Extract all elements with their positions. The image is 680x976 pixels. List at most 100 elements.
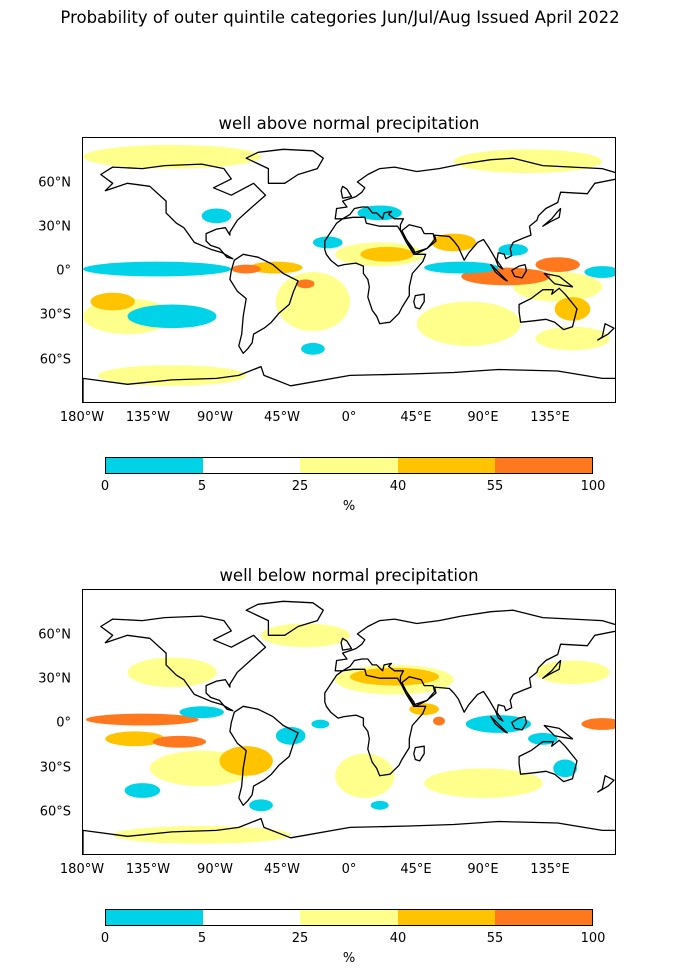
shading-0-5	[311, 719, 330, 729]
shading-55-100	[581, 718, 615, 730]
lon-label-0: 0°	[341, 410, 357, 425]
shading-0-5	[201, 208, 232, 224]
shading-40-55	[219, 746, 273, 776]
coastline-arabia	[401, 224, 436, 254]
shading-55-100	[296, 279, 315, 289]
shading-25-40	[275, 272, 350, 332]
lat-label-60n: 60°N	[38, 627, 71, 643]
lon-label-135w: 135°W	[125, 410, 171, 425]
colorbar-tick-100: 100	[580, 931, 606, 946]
colorbar-tick-5: 5	[197, 931, 207, 946]
lat-label-30n: 30°N	[38, 671, 71, 687]
coastline-africa	[324, 216, 427, 325]
shading-0-5	[370, 800, 389, 810]
coastline-europe-asia	[334, 157, 615, 270]
coastline-north-america	[100, 163, 267, 260]
colorbar-unit-well-below: %	[342, 951, 356, 966]
colorbar-segment-0-5	[106, 910, 204, 925]
lon-label-45w: 45°W	[264, 862, 300, 877]
colorbar-segment-5-25	[203, 910, 301, 925]
coastline-borneo	[511, 263, 528, 279]
figure-title: Probability of outer quintile categories…	[60, 8, 620, 27]
shading-0-5	[179, 706, 224, 719]
shading-0-5	[275, 726, 306, 745]
colorbar-tick-0: 0	[100, 479, 110, 494]
colorbar-tick-100: 100	[580, 479, 606, 494]
lon-label-90e: 90°E	[467, 862, 499, 877]
colorbar-segment-40-55	[397, 458, 495, 473]
coastline-indonesia-sumatra	[490, 263, 508, 282]
colorbar-segment-55-100	[494, 910, 593, 925]
shading-25-40	[535, 326, 610, 351]
shading-0-5	[301, 342, 325, 355]
colorbar-tick-0: 0	[100, 931, 110, 946]
lon-label-90e: 90°E	[467, 410, 499, 425]
shading-0-5	[553, 759, 577, 778]
map-canvas-well-above	[83, 138, 615, 402]
colorbar-segment-5-25	[203, 458, 301, 473]
shading-25-40	[127, 657, 217, 688]
shading-25-40	[453, 149, 603, 173]
lat-label-0: 0°	[56, 715, 71, 731]
coastline-uk	[340, 185, 353, 199]
coastline-australia	[518, 739, 578, 783]
shading-25-40	[112, 825, 291, 844]
colorbar-tick-40: 40	[389, 931, 407, 946]
colorbar-segment-40-55	[397, 910, 495, 925]
shading-25-40	[83, 144, 261, 169]
shading-40-55	[105, 731, 165, 747]
colorbar-tick-55: 55	[486, 931, 504, 946]
lon-label-135e: 135°E	[530, 410, 570, 425]
panel-title-well-above: well above normal precipitation	[218, 114, 480, 133]
coastline-antarctica	[83, 365, 615, 402]
coastline-arabia	[401, 676, 436, 706]
shading-0-5	[424, 261, 499, 274]
coastline-japan	[542, 207, 562, 227]
lat-label-60s: 60°S	[39, 352, 71, 368]
colorbar-well-above	[105, 457, 593, 474]
coastline-south-america	[229, 253, 299, 354]
colorbar-well-below	[105, 909, 593, 926]
coastline-madagascar	[413, 745, 425, 762]
lon-label-180w: 180°W	[59, 410, 105, 425]
colorbar-unit-well-above: %	[342, 499, 356, 514]
coastline-japan	[542, 659, 562, 679]
shading-0-5	[127, 304, 217, 329]
shading-25-40	[535, 660, 610, 685]
coastline-indonesia-sumatra	[490, 715, 508, 734]
colorbar-segment-25-40	[300, 910, 398, 925]
shading-25-40	[335, 753, 395, 798]
shading-25-40	[261, 623, 350, 648]
shading-0-5	[124, 783, 161, 798]
shading-40-55	[554, 297, 591, 321]
colorbar-tick-25: 25	[291, 479, 309, 494]
lon-label-45w: 45°W	[264, 410, 300, 425]
coastline-new-zealand	[597, 775, 615, 793]
colorbar-tick-25: 25	[291, 931, 309, 946]
lon-label-90w: 90°W	[197, 862, 233, 877]
shading-25-40	[424, 768, 543, 798]
map-well-above	[82, 137, 616, 403]
coastline-greenland	[245, 600, 324, 636]
colorbar-tick-55: 55	[486, 479, 504, 494]
lat-label-0: 0°	[56, 263, 71, 279]
shading-55-100	[535, 257, 580, 272]
coastline-new-guinea	[543, 724, 574, 740]
lat-label-30s: 30°S	[39, 760, 71, 776]
shading-25-40	[416, 301, 521, 346]
lon-label-45e: 45°E	[400, 410, 432, 425]
lon-label-90w: 90°W	[197, 410, 233, 425]
lat-label-60n: 60°N	[38, 175, 71, 191]
coastline-new-guinea	[543, 272, 574, 288]
coastline-new-zealand	[597, 323, 615, 341]
shading-55-100	[152, 735, 207, 748]
map-well-below	[82, 589, 616, 855]
lat-label-30n: 30°N	[38, 219, 71, 235]
shading-55-100	[231, 264, 261, 274]
shading-40-55	[431, 233, 477, 252]
coastline-madagascar	[413, 293, 425, 310]
shading-25-40	[97, 365, 247, 386]
shading-0-5	[312, 236, 343, 249]
shading-55-100	[433, 716, 445, 726]
shading-0-5	[83, 261, 232, 277]
